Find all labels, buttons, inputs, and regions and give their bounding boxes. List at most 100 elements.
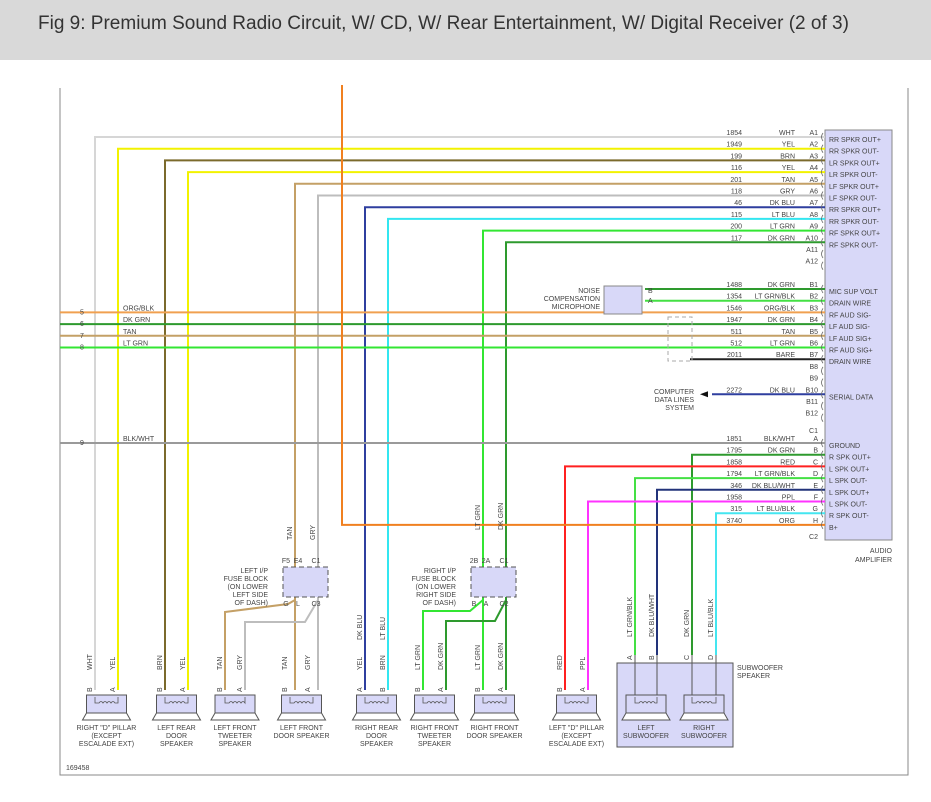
- speaker-coil-icon: [634, 697, 658, 704]
- fuse-block-label: OF DASH): [423, 600, 456, 607]
- pin-label: G: [813, 506, 818, 513]
- input-wire-color: ORG/BLK: [123, 305, 154, 312]
- pin-label: A8: [809, 212, 818, 219]
- connector-terminal: [821, 438, 824, 448]
- circuit-number: 1947: [726, 317, 742, 324]
- speaker-pin: B: [157, 687, 164, 692]
- circuit-number: 512: [730, 341, 742, 348]
- subwoofer-pin: D: [708, 655, 715, 660]
- pin-label: A6: [809, 189, 818, 196]
- pin-label: A9: [809, 224, 818, 231]
- diagram-id: 169458: [66, 765, 89, 772]
- connector-terminal: [821, 366, 824, 376]
- fuse-pin-label: 2B: [470, 558, 479, 565]
- speaker-wire-color: TAN: [217, 657, 224, 670]
- pin-label: A11: [806, 247, 818, 254]
- wire-color-label: TAN: [782, 177, 795, 184]
- diagram-frame: [59, 88, 909, 776]
- connector-terminal: [821, 354, 824, 364]
- wire-color-label: YEL: [782, 165, 795, 172]
- pin-function: LF SPKR OUT-: [829, 196, 878, 203]
- connector-terminal: [821, 319, 824, 329]
- subwoofer-unit-label: SUBWOOFER: [623, 733, 669, 740]
- speaker-base: [351, 712, 402, 721]
- pin-function: DRAIN WIRE: [829, 301, 871, 308]
- connector-terminal: [821, 296, 824, 305]
- pin-label: B: [813, 448, 818, 455]
- speaker-label: (EXCEPT: [91, 733, 122, 740]
- wire-color-label: DK GRN: [768, 282, 795, 289]
- wire-color-label: LT GRN: [770, 224, 795, 231]
- subwoofer: [683, 694, 725, 714]
- pin-function: LR SPKR OUT+: [829, 160, 880, 167]
- fuse-block-label: FUSE BLOCK: [412, 576, 457, 583]
- speaker: [356, 694, 397, 714]
- speaker-pin: A: [180, 687, 187, 692]
- connector-terminal: [821, 378, 824, 387]
- speaker-wire-color: RED: [557, 655, 564, 670]
- audio-amplifier-box: [824, 129, 893, 541]
- wire-dk-grn-branch: [445, 599, 507, 690]
- subwoofer-unit-label: RIGHT: [693, 725, 716, 732]
- circuit-number: 1949: [726, 142, 742, 149]
- speaker-wire-color: GRY: [237, 655, 244, 670]
- speaker-wire-color: LT GRN: [475, 645, 482, 670]
- connector-terminal: [821, 343, 824, 352]
- speaker-coil-icon: [94, 697, 119, 704]
- subwoofer-base: [679, 712, 729, 721]
- connector-terminal: [821, 179, 824, 189]
- speaker-pin: A: [237, 687, 244, 692]
- speaker-pin: A: [498, 687, 505, 692]
- speaker: [281, 694, 322, 714]
- subwoofer-wire-color: LT GRN/BLK: [627, 596, 634, 637]
- wire-color-label: ORG: [779, 518, 795, 525]
- circuit-number: 46: [734, 200, 742, 207]
- speaker-label: DOOR SPEAKER: [273, 733, 329, 740]
- speaker: [156, 694, 197, 714]
- pin-label: B1: [809, 282, 818, 289]
- pin-function: SERIAL DATA: [829, 394, 874, 401]
- speaker-pin: A: [110, 687, 117, 692]
- speaker-pin: A: [580, 687, 587, 692]
- speaker-pin: B: [380, 687, 387, 692]
- connector-label: C2: [809, 534, 818, 541]
- wire-lt-grn-branch: [422, 599, 484, 690]
- connector-terminal: [821, 238, 824, 247]
- speaker-wire-color: GRY: [305, 655, 312, 670]
- speaker-base: [210, 712, 260, 721]
- speaker-wire-color: WHT: [87, 653, 94, 670]
- speaker-base: [409, 712, 460, 721]
- pin-label: F: [814, 495, 818, 502]
- connector-terminal: [821, 167, 824, 177]
- wire-color-label: TAN: [287, 527, 294, 540]
- subwoofer-pin: A: [627, 655, 634, 660]
- speaker-label: RIGHT FRONT: [411, 725, 459, 732]
- speaker-wire-color: PPL: [580, 657, 587, 670]
- speaker-label: RIGHT "D" PILLAR: [77, 725, 137, 732]
- wire-color-label: DK BLU: [770, 200, 795, 207]
- circuit-number: 1958: [726, 495, 742, 502]
- connector-label: C1: [809, 428, 818, 435]
- pin-label: A5: [809, 177, 818, 184]
- circuit-number: 116: [731, 165, 742, 172]
- speaker-label: SPEAKER: [160, 741, 193, 748]
- speaker-pin: A: [305, 687, 312, 692]
- speaker: [474, 694, 515, 714]
- wire-gry-branch: [244, 599, 319, 690]
- fuse-pin-label: C1: [500, 558, 509, 565]
- connector-terminal: [821, 497, 824, 506]
- speaker-label: SPEAKER: [218, 741, 251, 748]
- pin-label: B7: [809, 352, 818, 359]
- wire-color-label: DK GRN: [768, 448, 795, 455]
- speaker-pin: B: [217, 687, 224, 692]
- speaker-label: ESCALADE EXT): [79, 741, 134, 748]
- pin-function: R SPK OUT-: [829, 513, 869, 520]
- fuse-pin-label: C3: [312, 601, 321, 608]
- subwoofer-base: [621, 712, 671, 721]
- fuse-block-label: FUSE BLOCK: [224, 576, 269, 583]
- wire-dk-blu-wht: [656, 488, 825, 655]
- speaker: [86, 694, 127, 714]
- circuit-number: 346: [730, 483, 742, 490]
- pin-label: A: [813, 436, 818, 443]
